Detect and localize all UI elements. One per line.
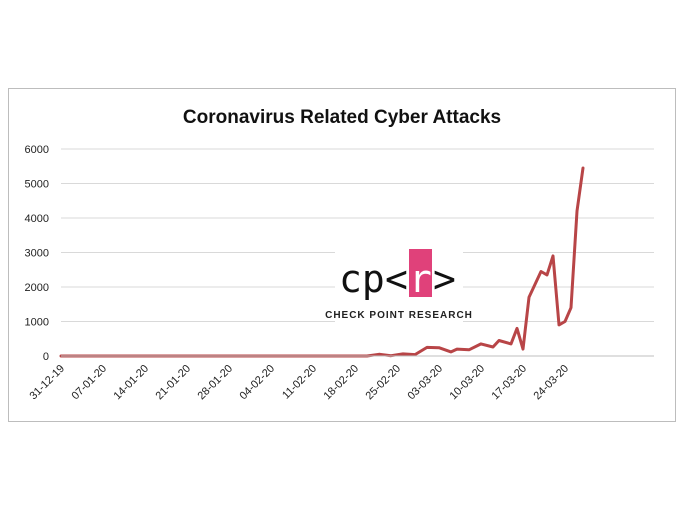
check-point-research-logo: cp < r > CHECK POINT RESEARCH bbox=[325, 241, 473, 323]
x-tick-label: 04-02-20 bbox=[237, 363, 277, 403]
chart-frame: Coronavirus Related Cyber Attacks 0 1000 2… bbox=[8, 88, 676, 422]
x-tick-label: 18-02-20 bbox=[321, 363, 361, 403]
logo-r-text: r bbox=[409, 257, 432, 301]
y-tick-label: 2000 bbox=[25, 282, 49, 294]
series-line bbox=[59, 166, 585, 358]
x-tick-label: 07-01-20 bbox=[69, 363, 109, 403]
x-axis-ticks: 31-12-19 07-01-20 14-01-20 21-01-20 28-01-20… bbox=[27, 363, 571, 403]
y-tick-label: 4000 bbox=[25, 213, 49, 225]
y-tick-label: 0 bbox=[43, 351, 49, 363]
x-tick-label: 31-12-19 bbox=[27, 363, 67, 403]
x-tick-label: 03-03-20 bbox=[405, 363, 445, 403]
y-tick-label: 5000 bbox=[25, 179, 49, 191]
x-tick-label: 24-03-20 bbox=[531, 363, 571, 403]
line-chart: Coronavirus Related Cyber Attacks 0 1000 2… bbox=[25, 107, 654, 403]
logo-background bbox=[335, 241, 463, 323]
logo-r-box bbox=[409, 249, 432, 297]
logo-subtitle: CHECK POINT RESEARCH bbox=[325, 310, 473, 321]
y-tick-label: 3000 bbox=[25, 248, 49, 260]
x-tick-label: 21-01-20 bbox=[153, 363, 193, 403]
y-tick-label: 1000 bbox=[25, 317, 49, 329]
chart-title: Coronavirus Related Cyber Attacks bbox=[183, 107, 501, 128]
x-tick-label: 28-01-20 bbox=[195, 363, 235, 403]
logo-cp-text: cp bbox=[339, 257, 385, 301]
logo-lt-glyph: < bbox=[385, 257, 408, 301]
logo-gt-glyph: > bbox=[433, 257, 456, 301]
x-tick-label: 17-03-20 bbox=[489, 363, 529, 403]
x-tick-label: 11-02-20 bbox=[280, 363, 319, 402]
x-tick-label: 10-03-20 bbox=[447, 363, 487, 403]
y-tick-label: 6000 bbox=[25, 144, 49, 156]
y-axis-ticks: 0 1000 2000 3000 4000 5000 6000 bbox=[25, 144, 49, 363]
x-tick-label: 25-02-20 bbox=[363, 363, 403, 403]
x-tick-label: 14-01-20 bbox=[111, 363, 151, 403]
series-layer bbox=[59, 166, 585, 358]
